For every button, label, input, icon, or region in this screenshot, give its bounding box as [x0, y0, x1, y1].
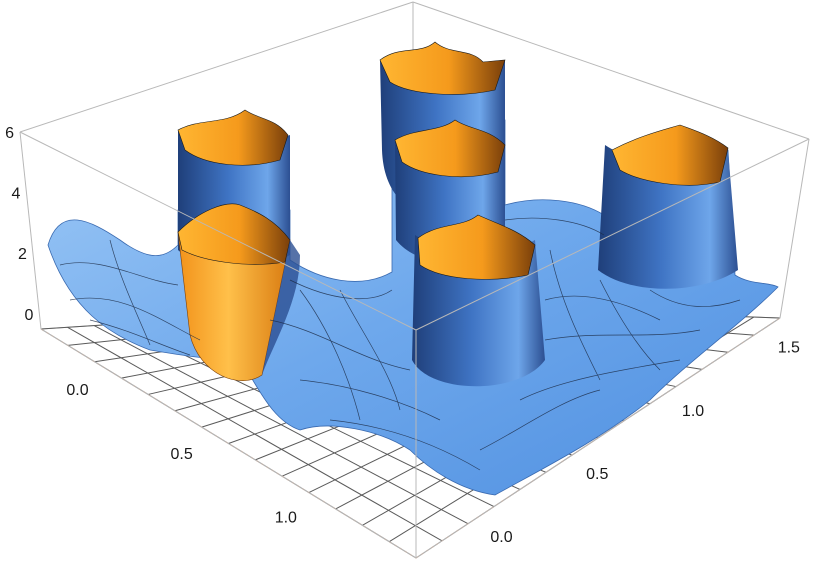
z-tick-label: 4: [12, 186, 21, 203]
tick-labels: 0 2 4 6 0.0 0.5 1.0 0.0 0.5 1.0 1.5: [5, 125, 800, 546]
z-tick-label: 2: [18, 246, 27, 263]
floor-grid-line: [93, 325, 469, 525]
x-tick-label: 1.0: [275, 509, 297, 526]
x-tick-label: 0.0: [66, 382, 88, 399]
y-tick-label: 1.5: [778, 340, 800, 357]
z-tick-label: 6: [5, 125, 14, 142]
bounding-box-front: [19, 131, 810, 559]
surface: [47, 41, 779, 496]
peak-left-front: [177, 203, 300, 381]
x-tick-label: 0.5: [171, 446, 193, 463]
floor-grid-line: [67, 326, 443, 542]
y-tick-label: 0.5: [586, 466, 608, 483]
mesh-lines: [59, 217, 741, 471]
z-tick-label: 0: [24, 307, 33, 324]
y-tick-label: 1.0: [682, 403, 704, 420]
peak-right: [598, 124, 738, 289]
y-tick-label: 0.0: [490, 529, 512, 546]
peak-front-center: [412, 214, 545, 387]
